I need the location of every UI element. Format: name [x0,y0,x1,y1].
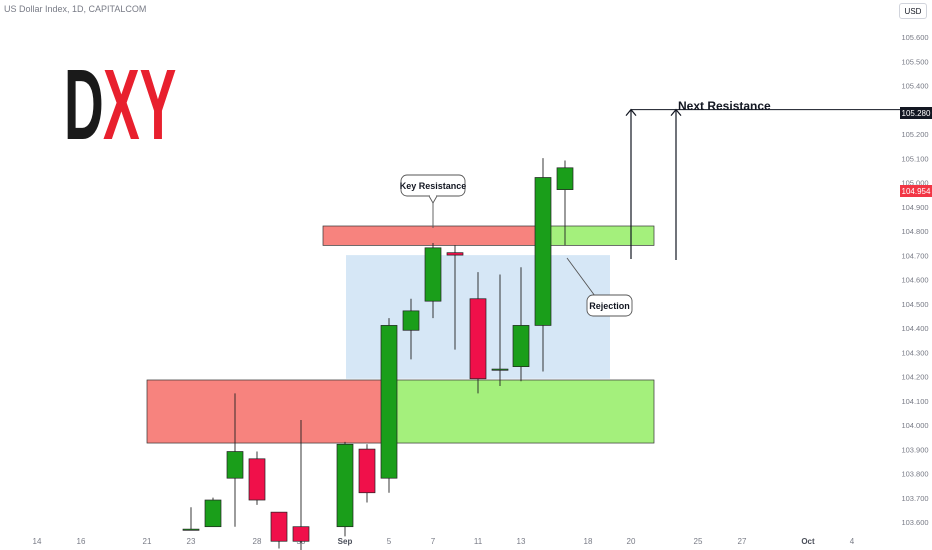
y-tick-label: 105.400 [901,82,928,91]
y-tick-label: 104.600 [901,276,928,285]
y-axis: 105.600105.500105.400105.300105.200105.1… [901,33,928,527]
y-tick-label: 103.700 [901,494,928,503]
next-resistance-label: Next Resistance [678,99,771,113]
logo-letter-d: D [64,50,104,162]
upper-flip-zone[interactable] [535,225,655,246]
y-tick-label: 104.200 [901,373,928,382]
y-tick-label: 104.800 [901,227,928,236]
bull-candle-body [491,368,509,371]
upper-resistance-zone[interactable] [322,225,537,246]
bull-candle-body [182,528,200,531]
candle[interactable] [270,511,288,549]
lower-support-zone[interactable] [382,379,655,444]
symbol-title: US Dollar Index, 1D, CAPITALCOM [4,4,147,14]
x-tick-label: 25 [694,537,703,546]
candle[interactable] [556,160,574,246]
next-resistance-drawing[interactable]: Next Resistance [625,99,900,260]
candle[interactable] [534,158,552,372]
candle[interactable] [424,242,442,319]
bull-candle-body [380,325,398,479]
y-tick-label: 104.500 [901,300,928,309]
next-resistance-price: 105.280 [902,109,931,118]
bull-candle-body [204,499,222,528]
key-resistance-callout[interactable]: Key Resistance [400,174,467,228]
x-tick-label: 28 [253,537,262,546]
x-tick-label: 21 [143,537,152,546]
bear-candle-body [358,448,376,494]
key-resistance-label: Key Resistance [400,181,467,191]
bull-candle-body [424,247,442,302]
x-tick-label: 13 [517,537,526,546]
bull-candle-body [402,310,420,331]
candle[interactable] [336,441,354,537]
y-tick-label: 104.100 [901,397,928,406]
bear-candle-body [469,298,487,380]
x-tick-label: 27 [738,537,747,546]
y-tick-label: 103.600 [901,518,928,527]
arrow-head-icon [625,108,637,116]
x-tick-label: 4 [850,537,855,546]
last-price-tag: 104.954 [900,185,932,197]
y-tick-label: 105.600 [901,33,928,42]
last-price: 104.954 [902,187,931,196]
y-tick-label: 104.300 [901,348,928,357]
bear-candle-body [292,526,310,542]
bull-candle-body [226,451,244,479]
x-axis: 141621232830Sep57111318202527Oct4 [33,537,855,546]
rejection-callout[interactable]: Rejection [566,257,633,317]
lower-resistance-zone[interactable] [146,379,384,444]
currency-button[interactable]: USD [899,3,927,19]
x-tick-label: Sep [338,537,353,546]
arrow-head-icon [670,108,682,116]
bull-candle-body [556,167,574,190]
bull-candle-body [534,177,552,326]
y-tick-label: 105.000 [901,179,928,188]
candle[interactable] [358,444,376,503]
x-tick-label: Oct [801,537,815,546]
x-tick-label: 14 [33,537,42,546]
candle[interactable] [469,272,487,394]
x-tick-label: 18 [584,537,593,546]
candle[interactable] [248,451,266,505]
bear-candle-body [446,252,464,256]
candle[interactable] [512,267,530,382]
y-tick-label: 104.000 [901,421,928,430]
candle[interactable] [491,274,509,387]
x-tick-label: 23 [187,537,196,546]
x-tick-label: 20 [627,537,636,546]
candle[interactable] [182,507,200,531]
candle[interactable] [380,318,398,493]
logo-letters-xy: XY [103,50,176,162]
y-tick-label: 105.200 [901,130,928,139]
y-tick-label: 104.700 [901,251,928,260]
y-tick-label: 105.500 [901,57,928,66]
y-tick-label: 104.900 [901,203,928,212]
candles[interactable] [182,158,574,550]
rejection-label: Rejection [589,301,630,311]
y-tick-label: 105.100 [901,154,928,163]
x-tick-label: 11 [474,537,483,546]
bull-candle-body [512,325,530,367]
x-tick-label: 7 [431,537,436,546]
candle[interactable] [292,420,310,550]
dxy-logo: D XY [64,50,176,162]
y-tick-label: 103.800 [901,470,928,479]
x-tick-label: 16 [77,537,86,546]
y-tick-label: 104.400 [901,324,928,333]
bear-candle-body [270,511,288,542]
y-tick-label: 103.900 [901,445,928,454]
candle[interactable] [402,298,420,360]
bear-candle-body [248,458,266,501]
bull-candle-body [336,443,354,528]
candle[interactable] [446,245,464,350]
candle[interactable] [204,497,222,528]
candle[interactable] [226,393,244,527]
next-resistance-price-tag: 105.280 [900,107,932,119]
x-tick-label: 5 [387,537,392,546]
